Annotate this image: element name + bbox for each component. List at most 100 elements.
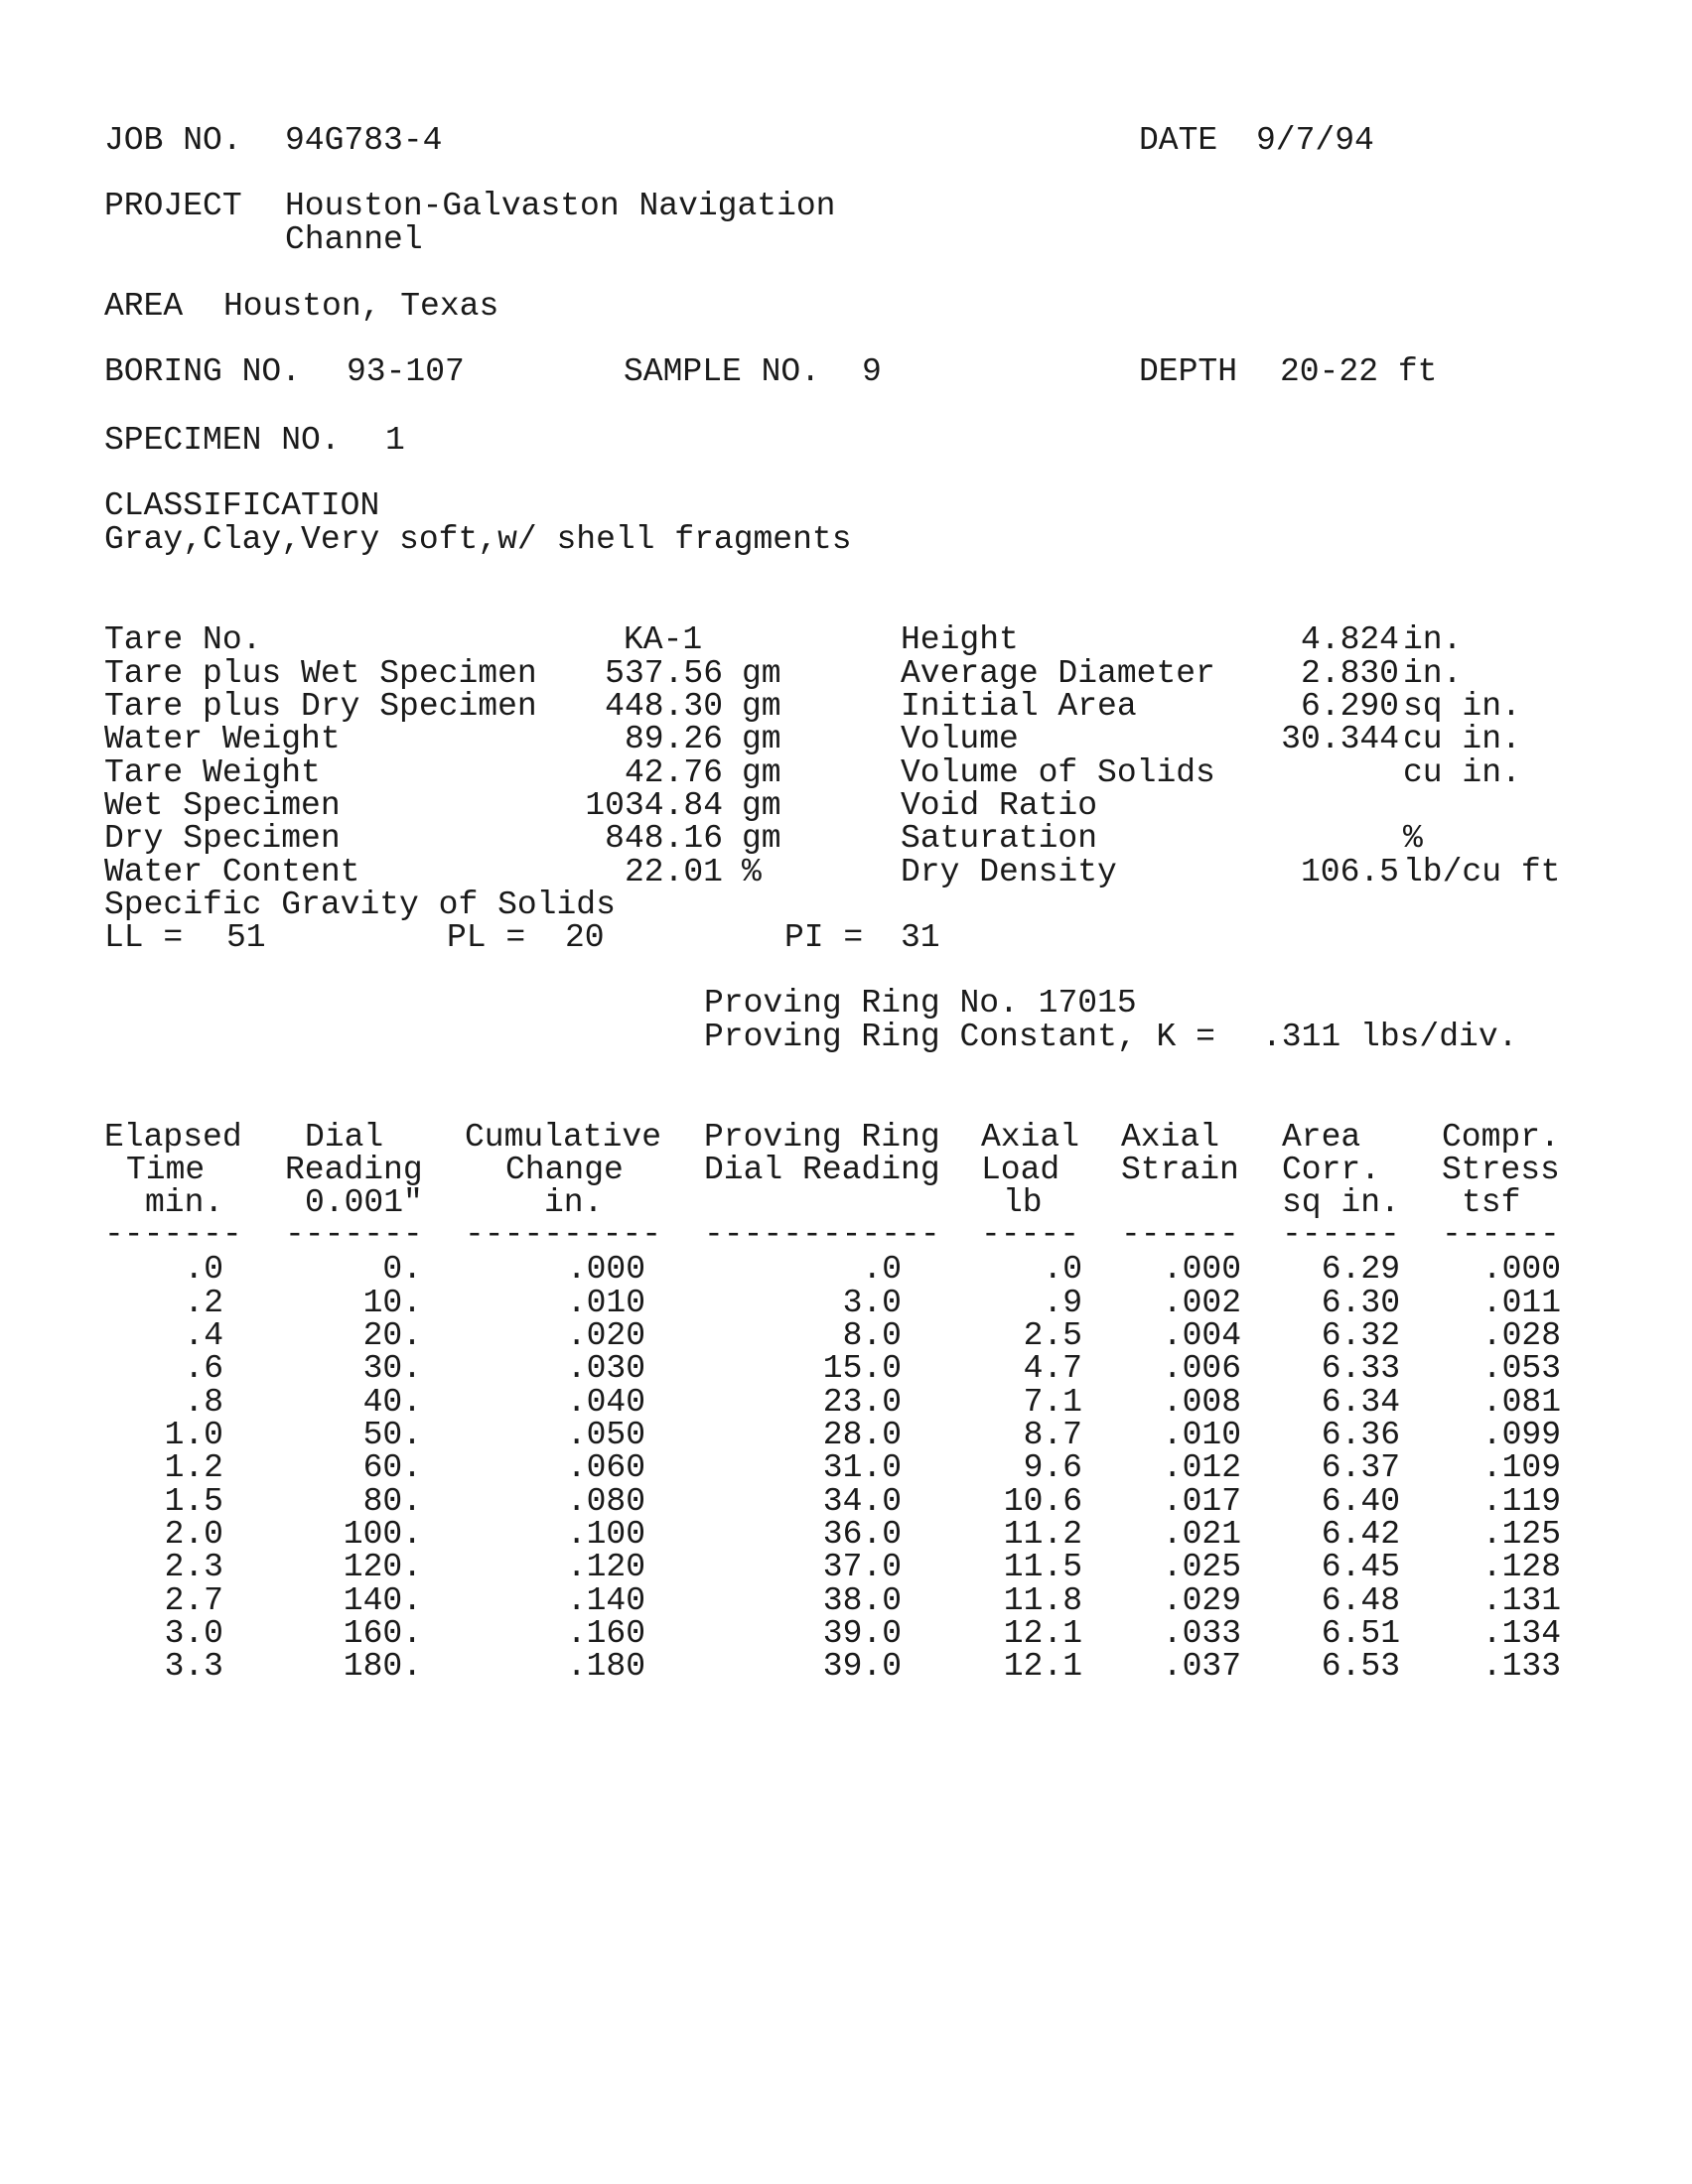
property-label: Saturation [901,820,1098,857]
table-cell: .160 [566,1615,645,1652]
column-header: in. [544,1184,604,1221]
table-cell: .080 [566,1483,645,1520]
property-value: 448.30 [605,688,723,725]
property-value: 89.26 [624,721,723,757]
property-unit: gm [742,721,781,757]
column-header: Strain [1121,1152,1239,1188]
property-unit: sq in. [1403,688,1521,725]
column-header: Corr. [1282,1152,1381,1188]
table-cell: 12.1 [1003,1615,1082,1652]
property-unit: % [742,854,762,890]
property-label: Volume [901,721,1019,757]
column-header: tsf [1462,1184,1521,1221]
date-value: 9/7/94 [1256,122,1374,159]
table-cell: 37.0 [822,1549,902,1585]
specimen-label: SPECIMEN NO. [104,422,341,459]
table-cell: 10.6 [1003,1483,1082,1520]
column-header: Elapsed [104,1119,242,1156]
property-label: Average Diameter [901,655,1215,692]
column-header: Axial [1121,1119,1220,1156]
property-label: Dry Specimen [104,820,341,857]
property-label: Void Ratio [901,787,1098,824]
boring-label: BORING NO. [104,353,302,390]
table-cell: .033 [1162,1615,1241,1652]
table-cell: 6.42 [1321,1516,1400,1553]
column-header: lb [1003,1184,1043,1221]
table-cell: 6.30 [1321,1285,1400,1321]
property-value: KA-1 [624,621,703,658]
column-header: Axial [981,1119,1080,1156]
table-cell: .011 [1481,1285,1561,1321]
table-cell: .017 [1162,1483,1241,1520]
property-label: Dry Density [901,854,1117,890]
table-cell: 80. [362,1483,422,1520]
proving-ring-constant-label: Proving Ring Constant, K = [704,1019,1215,1055]
property-label: Volume of Solids [901,754,1215,791]
table-cell: 20. [362,1317,422,1354]
table-cell: .037 [1162,1648,1241,1685]
table-cell: .004 [1162,1317,1241,1354]
depth-label: DEPTH [1139,353,1238,390]
table-cell: 1.0 [164,1417,223,1453]
property-value: 537.56 [605,655,723,692]
property-unit: % [1403,820,1423,857]
table-cell: .180 [566,1648,645,1685]
table-cell: .000 [1481,1251,1561,1288]
property-value: 6.290 [1300,688,1399,725]
property-value: 2.830 [1300,655,1399,692]
column-header: Dial [305,1119,384,1156]
table-cell: 120. [343,1549,422,1585]
sample-value: 9 [862,353,882,390]
ll-value: 51 [226,919,266,956]
table-cell: .010 [566,1285,645,1321]
column-header: Compr. [1442,1119,1560,1156]
column-header: min. [145,1184,224,1221]
table-cell: .0 [1043,1251,1082,1288]
table-cell: 6.51 [1321,1615,1400,1652]
property-value: 1034.84 [585,787,723,824]
table-cell: .134 [1481,1615,1561,1652]
property-unit: cu in. [1403,721,1521,757]
table-cell: .8 [184,1384,223,1421]
table-cell: .120 [566,1549,645,1585]
ll-label: LL = [104,919,184,956]
table-cell: 6.40 [1321,1483,1400,1520]
property-value: 30.344 [1281,721,1399,757]
table-cell: 1.2 [164,1449,223,1486]
table-cell: 3.3 [164,1648,223,1685]
property-label: Tare No. [104,621,262,658]
property-unit: gm [742,820,781,857]
table-cell: 36.0 [822,1516,902,1553]
property-unit: gm [742,754,781,791]
table-cell: 11.5 [1003,1549,1082,1585]
table-cell: .4 [184,1317,223,1354]
depth-value: 20-22 ft [1280,353,1438,390]
table-cell: 2.0 [164,1516,223,1553]
sample-label: SAMPLE NO. [624,353,821,390]
table-cell: 6.48 [1321,1582,1400,1619]
property-unit: gm [742,688,781,725]
table-cell: .9 [1043,1285,1082,1321]
table-cell: 140. [343,1582,422,1619]
table-cell: .021 [1162,1516,1241,1553]
table-cell: 10. [362,1285,422,1321]
table-cell: 0. [382,1251,422,1288]
table-cell: 12.1 [1003,1648,1082,1685]
property-unit: in. [1403,621,1463,658]
property-unit: gm [742,787,781,824]
header-divider: ------ [1282,1216,1400,1253]
table-cell: 34.0 [822,1483,902,1520]
table-cell: .2 [184,1285,223,1321]
table-cell: 8.7 [1023,1417,1082,1453]
table-cell: 31.0 [822,1449,902,1486]
table-cell: .100 [566,1516,645,1553]
header-divider: ---------- [465,1216,662,1253]
classification-value: Gray,Clay,Very soft,w/ shell fragments [104,521,852,558]
header-divider: ----- [981,1216,1080,1253]
property-label: Tare Weight [104,754,321,791]
table-cell: .6 [184,1350,223,1387]
table-cell: .060 [566,1449,645,1486]
table-cell: 6.29 [1321,1251,1400,1288]
table-cell: .012 [1162,1449,1241,1486]
